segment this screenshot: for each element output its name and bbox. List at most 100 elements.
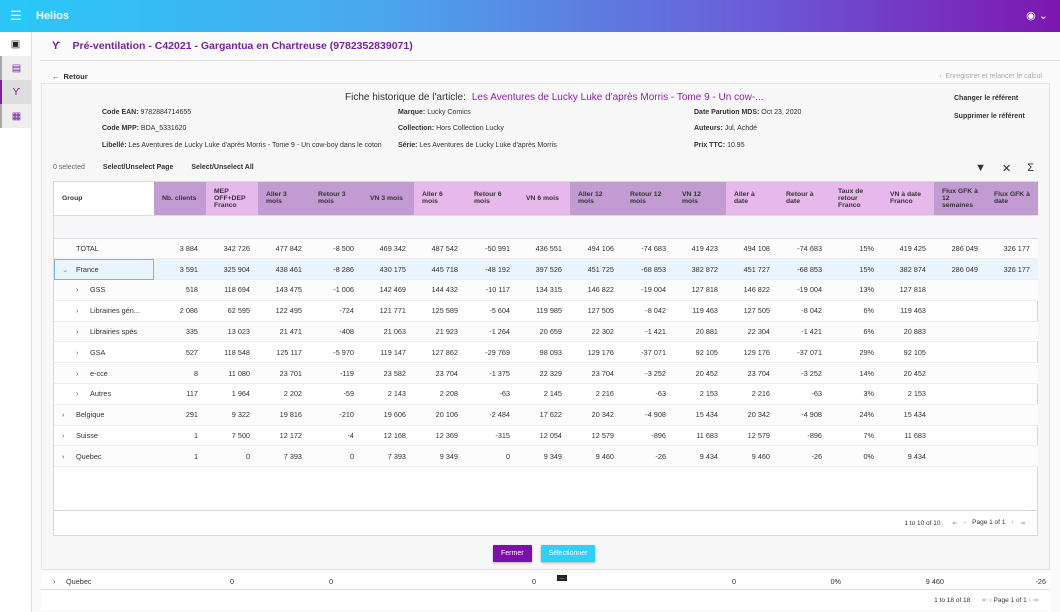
column-filter[interactable] <box>258 214 310 239</box>
column-header[interactable]: VN à date Franco <box>882 182 934 215</box>
row-group[interactable]: › Librairies gén... <box>54 300 154 322</box>
next-page-icon[interactable]: › <box>1011 519 1014 526</box>
chevron-right-icon[interactable]: › <box>76 327 79 337</box>
row-group[interactable]: › e-cce <box>54 362 154 385</box>
select-button[interactable]: Sélectionner <box>540 545 596 562</box>
column-filter[interactable] <box>778 214 830 239</box>
column-header[interactable]: VN 6 mois <box>518 182 570 215</box>
column-header[interactable]: Flux GFK à date <box>986 182 1038 215</box>
table-row[interactable]: › GSS 518 118 694 143 475 -1 006 142 469 144 43… <box>54 279 1038 301</box>
back-button[interactable]: ← Retour <box>52 72 88 81</box>
expand-icon[interactable]: › <box>53 577 56 586</box>
sidebar-item-table[interactable]: ▦ <box>0 104 31 128</box>
column-header[interactable]: Taux de retour Franco <box>830 182 882 215</box>
row-group[interactable]: › Quebec <box>54 445 154 468</box>
column-header[interactable]: MEP OFF+DEP Franco <box>206 182 258 215</box>
row-group[interactable]: › Belgique <box>54 404 154 426</box>
table-row[interactable]: › Librairies gén... 2 086 62 595 122 495 -724… <box>54 300 1038 322</box>
sidebar-item-settings[interactable]: ▣ <box>0 32 31 56</box>
column-filter[interactable] <box>466 214 518 239</box>
chevron-right-icon[interactable]: › <box>62 451 65 461</box>
cell-0: 1 <box>154 425 206 447</box>
column-header[interactable]: Retour 6 mois <box>466 182 518 215</box>
table-row[interactable]: › GSA 527 118 548 125 117 -5 970 119 147 127 86… <box>54 341 1038 364</box>
table-row[interactable]: ⌄ France 3 591 325 904 438 461 -8 286 430 175 4… <box>54 258 1038 281</box>
column-header[interactable]: Retour à date <box>778 182 830 215</box>
chevron-right-icon[interactable]: › <box>76 285 79 295</box>
column-filter[interactable] <box>934 214 986 239</box>
chevron-right-icon[interactable]: › <box>62 431 65 441</box>
filter-icon[interactable]: ▼ <box>975 162 986 174</box>
row-group[interactable]: › GSA <box>54 341 154 364</box>
column-header[interactable]: Aller 6 mois <box>414 182 466 215</box>
column-filter[interactable] <box>674 214 726 239</box>
chevron-down-icon[interactable]: ⌄ <box>62 264 69 274</box>
column-header[interactable]: Group <box>54 182 154 215</box>
column-header[interactable]: VN 3 mois <box>362 182 414 215</box>
column-filter[interactable] <box>726 214 778 239</box>
close-icon[interactable]: ✕ <box>1001 163 1012 175</box>
account-circle-icon[interactable]: ◉ ⌄ <box>1026 10 1048 22</box>
row-group[interactable]: ⌄ France <box>54 258 154 281</box>
row-group[interactable]: › Suisse <box>54 425 154 447</box>
cell-14: 20 452 <box>882 362 934 385</box>
table-row[interactable]: › Belgique 291 9 322 19 816 -210 19 606 20 106-… <box>54 404 1038 426</box>
row-group[interactable]: › Librairies spés <box>54 321 154 343</box>
table-row[interactable]: › Librairies spés 335 13 023 21 471 -408 21 06… <box>54 321 1038 343</box>
sidebar-item-preventilation[interactable]: Ƴ <box>0 80 31 104</box>
close-button[interactable]: Fermer <box>493 545 532 562</box>
column-header[interactable]: Retour 12 mois <box>622 182 674 215</box>
select-all-button[interactable]: Select/Unselect All <box>191 164 254 171</box>
column-filter[interactable] <box>310 214 362 239</box>
column-filter[interactable] <box>986 214 1038 239</box>
chevron-right-icon[interactable]: › <box>76 368 79 378</box>
column-header[interactable]: Nb. clients <box>154 182 206 215</box>
select-page-button[interactable]: Select/Unselect Page <box>102 164 174 171</box>
column-filter[interactable] <box>570 214 622 239</box>
menu-icon[interactable]: ☰ <box>10 8 22 23</box>
table-row[interactable]: › Suisse 1 7 500 12 172 -4 12 168 12 369 -315 12 … <box>54 425 1038 447</box>
field-label: Collection <box>398 125 432 132</box>
delete-referent-button[interactable]: Supprimer le référent <box>954 113 1025 120</box>
cell-13: 3% <box>830 383 882 405</box>
column-filter[interactable] <box>414 214 466 239</box>
table-row[interactable]: TOTAL 3 884 342 726 477 842 -8 500 469 342 487… <box>54 238 1038 260</box>
chevron-right-icon[interactable]: › <box>76 306 79 316</box>
cell-4: 469 342 <box>362 238 414 260</box>
info-field: Auteurs: Jul, Achdé <box>694 125 758 132</box>
prev-page-icon[interactable]: ‹ <box>963 519 967 526</box>
change-referent-button[interactable]: Changer le référent <box>954 95 1019 102</box>
column-filter[interactable] <box>830 214 882 239</box>
column-filter[interactable] <box>882 214 934 239</box>
table-row[interactable]: › Quebec 1 0 7 393 0 7 393 9 349 0 9 349 9 460 -26 9… <box>54 445 1038 468</box>
column-filter[interactable] <box>622 214 674 239</box>
column-header[interactable]: Aller à date <box>726 182 778 215</box>
sidebar-item-calendar[interactable]: ▤ <box>0 56 31 80</box>
last-page-icon[interactable]: ⇥ <box>1019 520 1025 527</box>
first-page-icon[interactable]: ⇤ <box>952 520 958 527</box>
cell-15 <box>934 383 986 405</box>
chevron-right-icon[interactable]: › <box>62 410 65 420</box>
column-filter[interactable] <box>54 214 154 239</box>
column-filter[interactable] <box>206 214 258 239</box>
cell-1: 342 726 <box>206 238 258 260</box>
sigma-icon[interactable]: Σ <box>1027 162 1034 174</box>
chevron-right-icon[interactable]: › <box>76 389 79 399</box>
row-group[interactable]: › Autres <box>54 383 154 405</box>
save-recalc-button[interactable]: › Enregistrer et relancer le calcul <box>939 73 1042 80</box>
column-filter[interactable] <box>362 214 414 239</box>
column-filter[interactable] <box>518 214 570 239</box>
column-header[interactable]: VN 12 mois <box>674 182 726 215</box>
table-row[interactable]: › e-cce 8 11 080 23 701 -119 23 582 23 704 -1 37… <box>54 362 1038 385</box>
cell-16 <box>986 321 1038 343</box>
comment-icon[interactable]: … <box>557 575 567 581</box>
row-group[interactable]: TOTAL <box>54 238 154 260</box>
row-group[interactable]: › GSS <box>54 279 154 301</box>
chevron-right-icon[interactable]: › <box>76 347 79 357</box>
column-header[interactable]: Aller 3 mois <box>258 182 310 215</box>
column-filter[interactable] <box>154 214 206 239</box>
table-row[interactable]: › Autres 117 1 964 2 202 -59 2 143 2 208 -63 2 14… <box>54 383 1038 405</box>
column-header[interactable]: Retour 3 mois <box>310 182 362 215</box>
column-header[interactable]: Flux GFK à 12 semaines <box>934 182 986 215</box>
column-header[interactable]: Aller 12 mois <box>570 182 622 215</box>
